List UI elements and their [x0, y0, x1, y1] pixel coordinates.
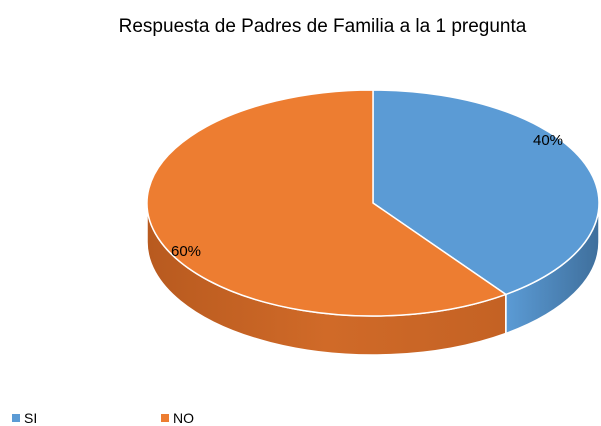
pie-slice-si [372, 89, 600, 296]
legend-swatch-no [161, 414, 169, 422]
chart-title: Respuesta de Padres de Familia a la 1 pr… [118, 16, 527, 37]
pie-chart: 40% 60% [146, 89, 600, 356]
legend-item-si: SI [12, 410, 37, 426]
data-label-no: 60% [171, 243, 201, 260]
legend-item-no: NO [161, 410, 194, 426]
legend-label-si: SI [24, 410, 38, 426]
pie-slice-no [146, 89, 508, 317]
legend-swatch-si [12, 414, 20, 422]
data-label-si: 40% [533, 132, 563, 149]
legend-label-no: NO [173, 410, 194, 426]
